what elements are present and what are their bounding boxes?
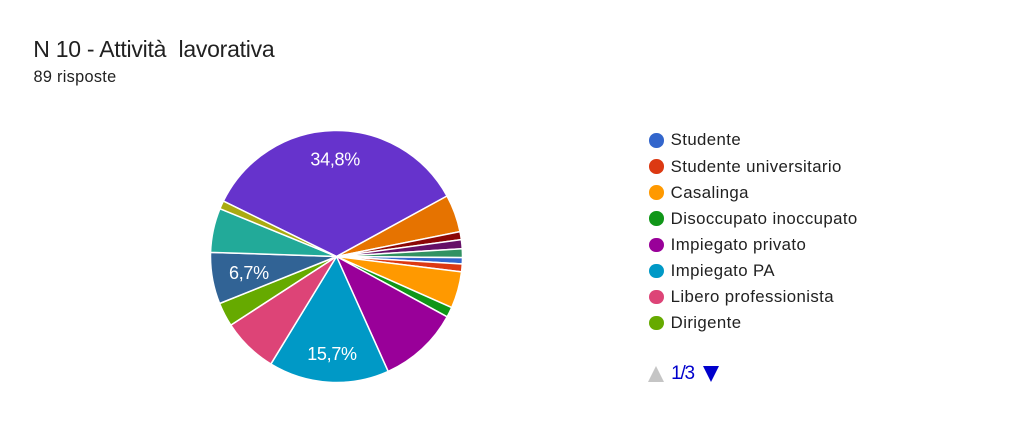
- svg-text:15,7%: 15,7%: [307, 344, 357, 364]
- svg-text:6,7%: 6,7%: [229, 263, 269, 283]
- svg-text:34,8%: 34,8%: [310, 150, 360, 170]
